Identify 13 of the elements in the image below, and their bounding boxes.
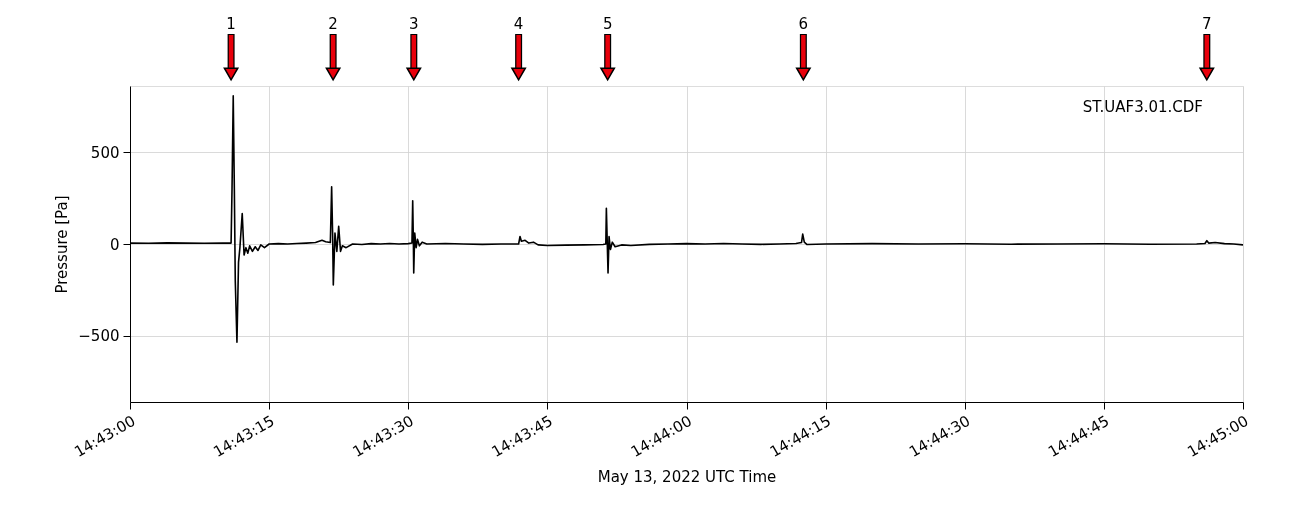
annotation: 7 [1202, 15, 1212, 33]
annotation: 3 [409, 15, 419, 33]
annotation: 6 [798, 15, 809, 33]
annotation: ST.UAF3.01.CDF [1082, 98, 1203, 116]
y-tick-label: 500 [90, 143, 120, 162]
annotation: 5 [602, 15, 613, 33]
annotation: 4 [513, 15, 524, 33]
y-tick-label: 0 [109, 235, 120, 254]
x-axis-title: May 13, 2022 UTC Time [597, 468, 777, 487]
y-axis-title: Pressure [Pa] [53, 195, 72, 294]
y-tick-label: −500 [78, 327, 120, 346]
annotation: 2 [328, 15, 338, 33]
annotation: 1 [226, 15, 236, 33]
